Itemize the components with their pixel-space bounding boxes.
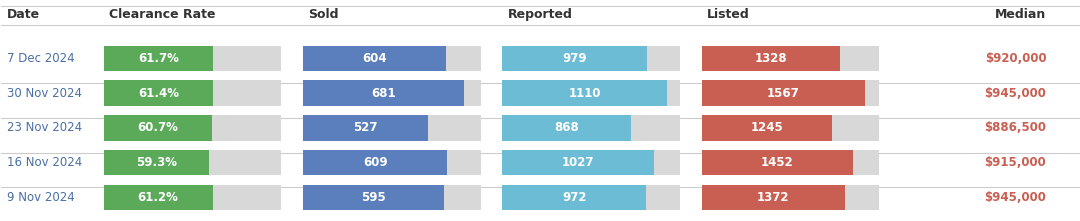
Text: 595: 595 [361,191,386,204]
Text: 59.3%: 59.3% [136,156,177,169]
FancyBboxPatch shape [502,115,680,141]
Text: 61.4%: 61.4% [138,87,179,99]
Text: Sold: Sold [309,8,339,21]
Text: Listed: Listed [707,8,750,21]
FancyBboxPatch shape [104,46,214,71]
Text: 30 Nov 2024: 30 Nov 2024 [6,87,82,99]
FancyBboxPatch shape [702,185,879,210]
FancyBboxPatch shape [502,185,646,210]
Text: Reported: Reported [508,8,572,21]
Text: 9 Nov 2024: 9 Nov 2024 [6,191,75,204]
FancyBboxPatch shape [702,46,840,71]
FancyBboxPatch shape [104,46,282,71]
Text: $945,000: $945,000 [984,87,1047,99]
FancyBboxPatch shape [303,185,481,210]
FancyBboxPatch shape [303,115,481,141]
Text: 1245: 1245 [751,122,783,134]
FancyBboxPatch shape [303,46,481,71]
Text: $920,000: $920,000 [985,52,1047,65]
Text: 972: 972 [562,191,586,204]
FancyBboxPatch shape [502,46,647,71]
Text: 868: 868 [554,122,579,134]
FancyBboxPatch shape [502,115,631,141]
FancyBboxPatch shape [702,150,879,175]
Text: Clearance Rate: Clearance Rate [109,8,216,21]
Text: $886,500: $886,500 [984,122,1047,134]
FancyBboxPatch shape [702,115,879,141]
FancyBboxPatch shape [702,150,853,175]
Text: Date: Date [6,8,40,21]
FancyBboxPatch shape [702,115,832,141]
Text: 1452: 1452 [761,156,794,169]
FancyBboxPatch shape [104,150,210,175]
FancyBboxPatch shape [502,80,666,106]
Text: 7 Dec 2024: 7 Dec 2024 [6,52,75,65]
Text: $945,000: $945,000 [984,191,1047,204]
FancyBboxPatch shape [104,115,282,141]
FancyBboxPatch shape [303,80,481,106]
FancyBboxPatch shape [502,150,654,175]
Text: 527: 527 [353,122,378,134]
FancyBboxPatch shape [104,150,282,175]
Text: 604: 604 [362,52,387,65]
FancyBboxPatch shape [502,80,680,106]
Text: 609: 609 [363,156,388,169]
Text: 23 Nov 2024: 23 Nov 2024 [6,122,82,134]
Text: 1027: 1027 [562,156,595,169]
FancyBboxPatch shape [702,185,845,210]
Text: 1110: 1110 [568,87,600,99]
Text: 61.7%: 61.7% [138,52,179,65]
FancyBboxPatch shape [502,46,680,71]
FancyBboxPatch shape [303,185,444,210]
FancyBboxPatch shape [303,150,481,175]
Text: 61.2%: 61.2% [137,191,178,204]
Text: 1372: 1372 [757,191,789,204]
Text: 681: 681 [372,87,396,99]
Text: 979: 979 [563,52,588,65]
Text: 60.7%: 60.7% [137,122,178,134]
Text: $915,000: $915,000 [985,156,1047,169]
FancyBboxPatch shape [702,80,879,106]
FancyBboxPatch shape [502,150,680,175]
FancyBboxPatch shape [104,80,282,106]
FancyBboxPatch shape [303,150,447,175]
Text: 1567: 1567 [767,87,800,99]
FancyBboxPatch shape [303,46,446,71]
FancyBboxPatch shape [104,80,213,106]
FancyBboxPatch shape [702,46,879,71]
FancyBboxPatch shape [303,80,464,106]
FancyBboxPatch shape [303,115,428,141]
Text: 16 Nov 2024: 16 Nov 2024 [6,156,82,169]
FancyBboxPatch shape [502,185,680,210]
Text: Median: Median [995,8,1047,21]
FancyBboxPatch shape [104,185,213,210]
Text: 1328: 1328 [755,52,787,65]
FancyBboxPatch shape [702,80,865,106]
FancyBboxPatch shape [104,115,212,141]
FancyBboxPatch shape [104,185,282,210]
